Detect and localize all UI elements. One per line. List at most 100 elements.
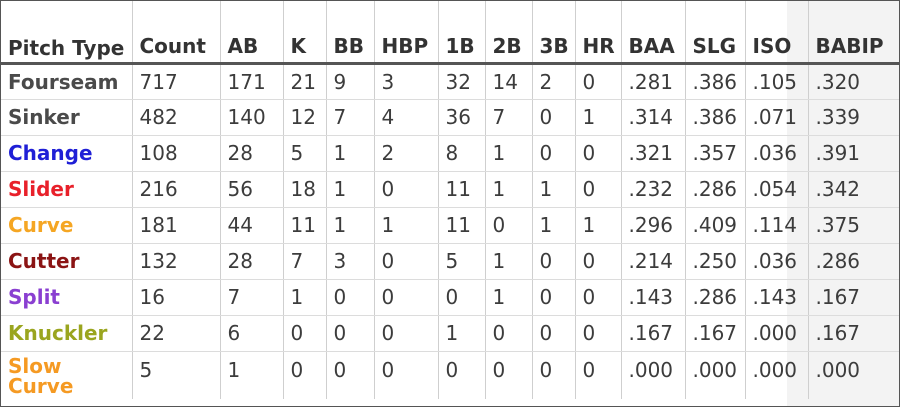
cell-babip: .391 — [808, 135, 899, 172]
cell-iso: .000 — [745, 351, 809, 399]
cell-ab: 6 — [220, 315, 284, 352]
cell-hbp: 3 — [374, 63, 439, 100]
pitch-type-cell: Cutter — [1, 243, 133, 280]
cell-2b: 0 — [485, 207, 533, 244]
cell-1b: 8 — [438, 135, 486, 172]
cell-hr: 0 — [575, 63, 622, 100]
cell-count: 482 — [132, 99, 221, 136]
cell-3b: 2 — [532, 63, 576, 100]
table-row: Sinker 482 140 12 7 4 36 7 0 1.314.386.071.339 — [1, 99, 899, 136]
cell-baa: .321 — [621, 135, 686, 172]
column-header-3b: 3B — [532, 1, 576, 65]
cell-bb: 0 — [326, 315, 375, 352]
cell-ab: 28 — [220, 135, 284, 172]
cell-count: 5 — [132, 351, 221, 399]
cell-iso: .000 — [745, 315, 809, 352]
cell-ab: 56 — [220, 171, 284, 208]
cell-hbp: 0 — [374, 243, 439, 280]
cell-count: 108 — [132, 135, 221, 172]
cell-babip: .167 — [808, 279, 899, 316]
pitch-type-cell: Slider — [1, 171, 133, 208]
column-header-slg: SLG — [685, 1, 746, 65]
cell-1b: 0 — [438, 351, 486, 399]
cell-hbp: 1 — [374, 207, 439, 244]
pitch-stats-table: Pitch Type Count AB K BB HBP 1B 2B 3B HR BAA SLG ISO… — [1, 1, 899, 399]
cell-slg: .286 — [685, 171, 746, 208]
cell-1b: 11 — [438, 207, 486, 244]
pitch-type-cell: Change — [1, 135, 133, 172]
cell-1b: 1 — [438, 315, 486, 352]
cell-iso: .036 — [745, 135, 809, 172]
cell-1b: 11 — [438, 171, 486, 208]
cell-babip: .342 — [808, 171, 899, 208]
cell-k: 7 — [283, 243, 327, 280]
cell-baa: .000 — [621, 351, 686, 399]
cell-ab: 171 — [220, 63, 284, 100]
cell-count: 22 — [132, 315, 221, 352]
pitch-type-cell: Slow Curve — [1, 351, 133, 399]
cell-bb: 1 — [326, 135, 375, 172]
table-row: Slider 216 56 18 1 0 11 1 1 0.232.286.054.342 — [1, 171, 899, 208]
column-header-baa: BAA — [621, 1, 686, 65]
cell-slg: .409 — [685, 207, 746, 244]
cell-3b: 0 — [532, 279, 576, 316]
table-row: Slow Curve 5 1 0 0 0 0 0 0 0.000.000.000.000 — [1, 351, 899, 399]
table-body: Fourseam 717 171 21 9 3 32 14 2 0.281.386.105.320… — [1, 63, 899, 399]
cell-babip: .320 — [808, 63, 899, 100]
cell-count: 16 — [132, 279, 221, 316]
column-header-k: K — [283, 1, 327, 65]
cell-count: 717 — [132, 63, 221, 100]
cell-hbp: 0 — [374, 279, 439, 316]
cell-hr: 1 — [575, 99, 622, 136]
cell-slg: .000 — [685, 351, 746, 399]
cell-ab: 28 — [220, 243, 284, 280]
cell-babip: .286 — [808, 243, 899, 280]
cell-bb: 1 — [326, 171, 375, 208]
cell-3b: 1 — [532, 207, 576, 244]
cell-hr: 1 — [575, 207, 622, 244]
cell-hbp: 0 — [374, 351, 439, 399]
cell-slg: .167 — [685, 315, 746, 352]
cell-count: 216 — [132, 171, 221, 208]
cell-bb: 3 — [326, 243, 375, 280]
cell-babip: .167 — [808, 315, 899, 352]
cell-baa: .314 — [621, 99, 686, 136]
column-header-pitch-type: Pitch Type — [1, 1, 133, 65]
cell-k: 12 — [283, 99, 327, 136]
cell-ab: 7 — [220, 279, 284, 316]
cell-baa: .143 — [621, 279, 686, 316]
pitch-type-cell: Curve — [1, 207, 133, 244]
column-header-hbp: HBP — [374, 1, 439, 65]
cell-1b: 32 — [438, 63, 486, 100]
cell-iso: .143 — [745, 279, 809, 316]
cell-1b: 0 — [438, 279, 486, 316]
cell-k: 21 — [283, 63, 327, 100]
cell-k: 0 — [283, 351, 327, 399]
cell-hr: 0 — [575, 135, 622, 172]
cell-iso: .105 — [745, 63, 809, 100]
cell-3b: 0 — [532, 315, 576, 352]
cell-iso: .071 — [745, 99, 809, 136]
cell-1b: 36 — [438, 99, 486, 136]
cell-count: 181 — [132, 207, 221, 244]
cell-hbp: 0 — [374, 315, 439, 352]
cell-slg: .386 — [685, 99, 746, 136]
cell-baa: .214 — [621, 243, 686, 280]
column-header-2b: 2B — [485, 1, 533, 65]
table-row: Curve 181 44 11 1 1 11 0 1 1.296.409.114.375 — [1, 207, 899, 244]
cell-3b: 0 — [532, 243, 576, 280]
cell-3b: 0 — [532, 351, 576, 399]
header-row: Pitch Type Count AB K BB HBP 1B 2B 3B HR BAA SLG ISO… — [1, 1, 899, 65]
cell-slg: .357 — [685, 135, 746, 172]
cell-iso: .114 — [745, 207, 809, 244]
cell-hr: 0 — [575, 243, 622, 280]
cell-hr: 0 — [575, 279, 622, 316]
cell-baa: .167 — [621, 315, 686, 352]
cell-bb: 0 — [326, 279, 375, 316]
cell-2b: 1 — [485, 135, 533, 172]
cell-slg: .250 — [685, 243, 746, 280]
column-header-ab: AB — [220, 1, 284, 65]
pitch-type-cell: Split — [1, 279, 133, 316]
cell-slg: .286 — [685, 279, 746, 316]
